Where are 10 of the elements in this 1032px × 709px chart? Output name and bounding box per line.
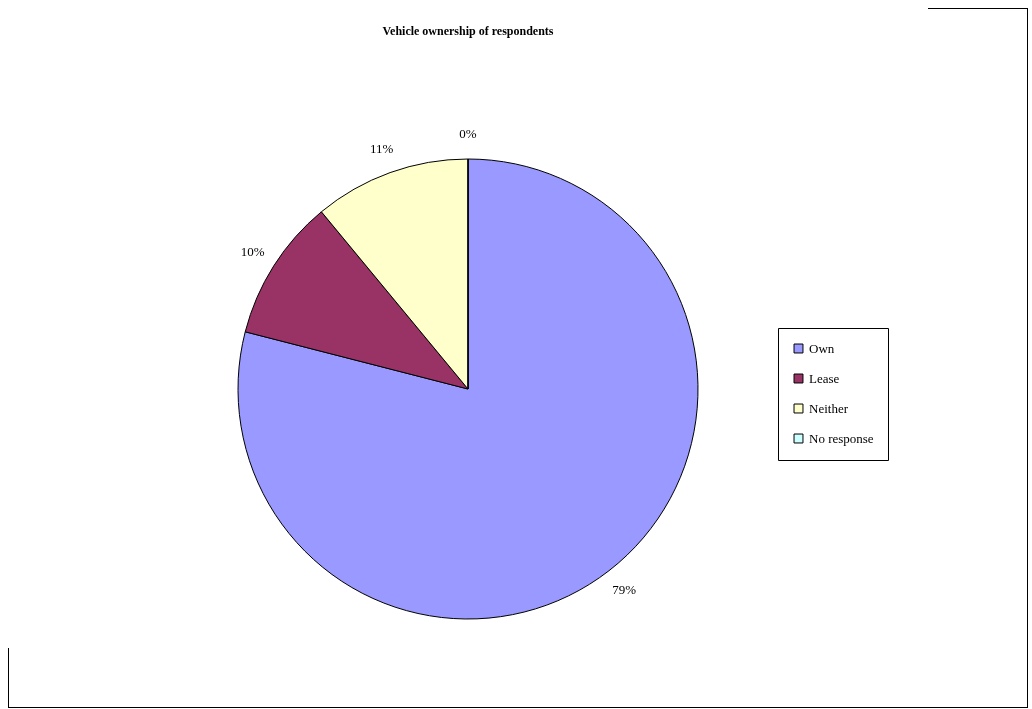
legend-label: No response xyxy=(809,430,874,446)
data-label: 10% xyxy=(240,244,265,260)
legend-label: Own xyxy=(809,340,835,356)
text: 0% xyxy=(459,126,477,141)
data-label: 11% xyxy=(369,141,394,157)
legend-label: Neither xyxy=(809,400,849,416)
pie-slice xyxy=(237,158,699,620)
data-label: 79% xyxy=(612,582,637,598)
chart-title: Vehicle ownership of respondents xyxy=(382,24,554,38)
legend-label: Lease xyxy=(809,370,840,386)
